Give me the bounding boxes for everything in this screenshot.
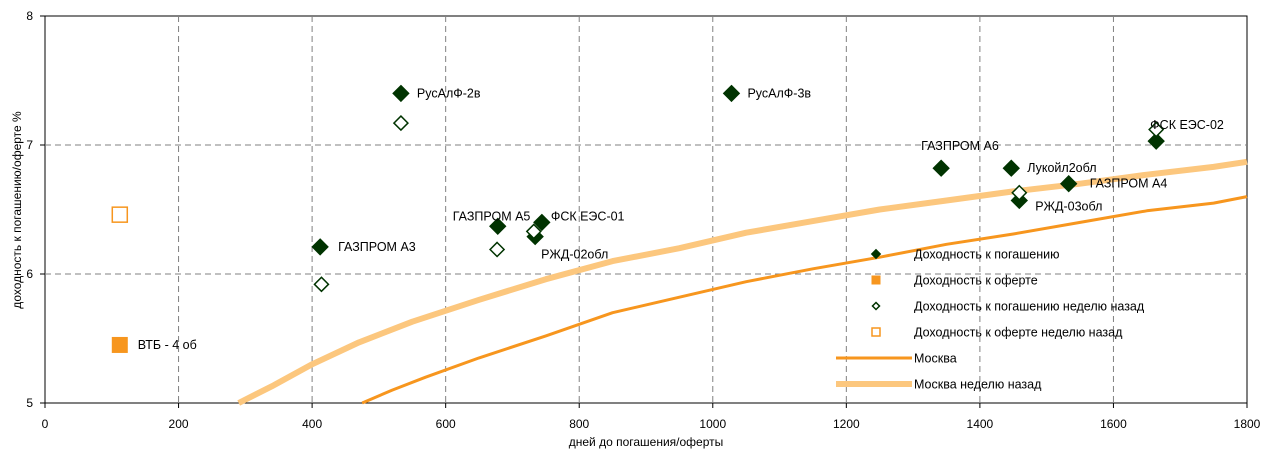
y-tick-label: 5 [26, 396, 33, 410]
grid [45, 16, 1247, 403]
data-point [489, 217, 507, 235]
x-tick-label: 400 [302, 417, 322, 431]
data-point [313, 276, 330, 293]
x-tick-label: 1800 [1234, 417, 1261, 431]
point-label: РЖД-03обл [1035, 199, 1102, 213]
data-point [1002, 159, 1020, 177]
legend-label: Доходность к погашению неделю назад [914, 300, 1145, 314]
data-point [533, 213, 551, 232]
legend-label: Москва [914, 352, 957, 366]
point-label: ГАЗПРОМ А6 [921, 139, 999, 153]
data-point [932, 159, 950, 177]
data-point [722, 84, 741, 103]
data-point [111, 206, 129, 223]
point-label: Лукойл2обл [1027, 161, 1096, 175]
point-label: РЖД-02обл [541, 248, 608, 262]
legend-label: Доходность к оферте [914, 274, 1038, 288]
point-label: РусАлФ-2в [417, 86, 481, 100]
point-labels: ГАЗПРОМ А3 РусАлФ-2в ГАЗПРОМ А5 РЖД-02обл ФС… [138, 86, 1224, 352]
data-point [489, 241, 506, 258]
point-label: ГАЗПРОМ А3 [338, 240, 416, 254]
point-label: ГАЗПРОМ А5 [453, 209, 531, 223]
data-point [392, 84, 410, 103]
legend-label: Москва неделю назад [914, 378, 1042, 392]
x-axis-title: дней до погашения/оферты [569, 435, 724, 449]
data-point [1148, 121, 1165, 138]
data-point [1011, 184, 1028, 201]
x-tick-label: 200 [169, 417, 189, 431]
data-point [1147, 132, 1165, 150]
x-tick-label: 600 [436, 417, 456, 431]
x-tick-label: 1200 [833, 417, 860, 431]
series-line-5 [237, 158, 1248, 406]
x-axis: 0 200 400 600 800 1000 1200 1400 1600 1800 [42, 403, 1261, 431]
y-tick-label: 8 [26, 9, 33, 23]
data-points [111, 84, 1165, 353]
x-tick-label: 1600 [1100, 417, 1127, 431]
x-tick-label: 1400 [967, 417, 994, 431]
point-label: ГАЗПРОМ А4 [1090, 177, 1168, 191]
curve-lines [237, 158, 1248, 406]
data-point [1059, 174, 1078, 193]
x-tick-label: 0 [42, 417, 49, 431]
legend-label: Доходность к оферте неделю назад [914, 326, 1123, 340]
point-label: ФСК ЕЭС-02 [1150, 118, 1224, 132]
point-label: ФСК ЕЭС-01 [551, 209, 625, 223]
y-tick-label: 6 [26, 267, 33, 281]
y-axis: 5 6 7 8 [26, 9, 45, 410]
data-point [525, 223, 542, 240]
legend-marker [871, 301, 881, 311]
y-axis-title: доходность к погашению/оферте % [10, 111, 24, 309]
legend-marker [870, 248, 882, 260]
data-point [111, 336, 128, 353]
data-point [392, 115, 409, 132]
plot-area [44, 15, 1248, 404]
point-label: РусАлФ-3в [747, 86, 811, 100]
data-point [311, 238, 329, 256]
series-line-4 [361, 195, 1248, 405]
legend: Доходность к погашению Доходность к оферт… [836, 248, 1145, 392]
legend-label: Доходность к погашению [914, 248, 1059, 262]
legend-marker [871, 275, 881, 285]
x-tick-label: 800 [569, 417, 589, 431]
y-tick-label: 7 [26, 138, 33, 152]
x-tick-label: 1000 [699, 417, 726, 431]
point-label: ВТБ - 4 об [138, 338, 197, 352]
legend-marker [871, 327, 881, 337]
